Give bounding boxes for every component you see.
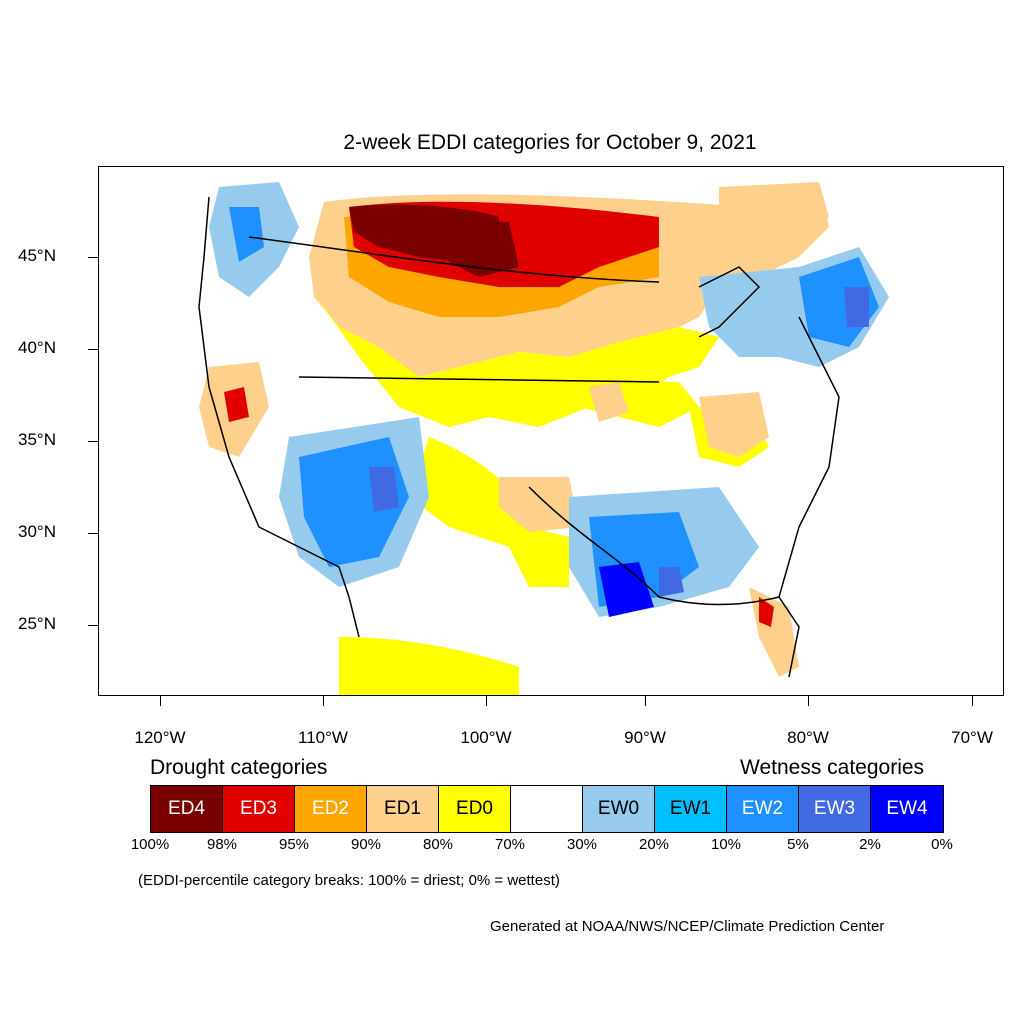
legend-swatch-ed3: ED3 xyxy=(223,786,295,832)
eddi-map xyxy=(98,166,1004,696)
legend-break-label: 98% xyxy=(206,836,238,853)
legend-break-label: 2% xyxy=(859,836,881,853)
legend-swatch-ed0: ED0 xyxy=(439,786,511,832)
lon-label-90: 90°W xyxy=(624,728,666,747)
lat-label-45: 45°N xyxy=(18,246,56,265)
legend-break-label: 20% xyxy=(638,836,670,853)
legend-swatch-ew3: EW3 xyxy=(799,786,871,832)
legend-swatch-ed1: ED1 xyxy=(367,786,439,832)
lon-tick xyxy=(323,696,324,706)
lat-tick xyxy=(88,625,98,626)
legend-note: (EDDI-percentile category breaks: 100% =… xyxy=(138,872,560,889)
legend-break-label: 80% xyxy=(422,836,454,853)
lon-tick xyxy=(486,696,487,706)
lat-tick xyxy=(88,441,98,442)
legend-swatch-neutral xyxy=(511,786,583,832)
legend-swatch-ew1: EW1 xyxy=(655,786,727,832)
lat-label-25: 25°N xyxy=(18,614,56,633)
lat-tick xyxy=(88,349,98,350)
lat-tick xyxy=(88,257,98,258)
legend-break-label: 90% xyxy=(350,836,382,853)
lat-label-40: 40°N xyxy=(18,338,56,357)
lat-label-30: 30°N xyxy=(18,522,56,541)
lon-label-80: 80°W xyxy=(787,728,829,747)
legend-break-label: 70% xyxy=(494,836,526,853)
lon-tick xyxy=(972,696,973,706)
drought-heading: Drought categories xyxy=(150,756,328,779)
lat-label-35: 35°N xyxy=(18,430,56,449)
legend-swatch-ew2: EW2 xyxy=(727,786,799,832)
legend-break-label: 10% xyxy=(710,836,742,853)
legend-break-label: 0% xyxy=(931,836,953,853)
credit-text: Generated at NOAA/NWS/NCEP/Climate Predi… xyxy=(490,918,885,935)
legend-swatch-ed2: ED2 xyxy=(295,786,367,832)
lon-label-100: 100°W xyxy=(460,728,512,747)
legend-break-label: 100% xyxy=(130,836,170,853)
legend-swatch-ew0: EW0 xyxy=(583,786,655,832)
legend-break-label: 95% xyxy=(278,836,310,853)
lon-label-120: 120°W xyxy=(134,728,186,747)
map-title: 2-week EDDI categories for October 9, 20… xyxy=(343,131,757,154)
legend-swatch-ew4: EW4 xyxy=(871,786,943,832)
wetness-shading xyxy=(209,182,889,617)
legend-break-label: 30% xyxy=(566,836,598,853)
legend-color-bar: ED4 ED3 ED2 ED1 ED0 EW0 EW1 EW2 EW3 EW4 xyxy=(150,785,944,833)
lon-tick xyxy=(645,696,646,706)
lon-tick xyxy=(160,696,161,706)
lon-label-70: 70°W xyxy=(951,728,993,747)
lat-tick xyxy=(88,533,98,534)
lon-tick xyxy=(808,696,809,706)
map-boundaries xyxy=(198,196,840,678)
drought-shading xyxy=(199,182,829,695)
map-canvas xyxy=(198,182,889,695)
wetness-heading: Wetness categories xyxy=(740,756,925,779)
lon-label-110: 110°W xyxy=(298,728,348,747)
legend-swatch-ed4: ED4 xyxy=(151,786,223,832)
legend-break-label: 5% xyxy=(787,836,809,853)
